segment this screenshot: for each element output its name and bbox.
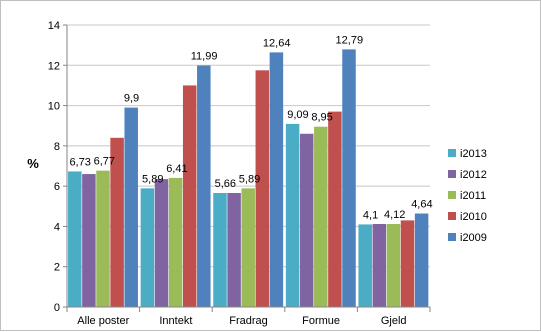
- bar-i2009-gjeld: [414, 213, 429, 307]
- legend-label-i2010: i2010: [460, 211, 487, 223]
- bar-i2010-alle-poster: [110, 137, 124, 307]
- bar-i2010-formue: [328, 111, 342, 307]
- data-label: 6,73: [69, 156, 90, 168]
- legend-swatch-i2009: [448, 233, 456, 241]
- x-tick-label: Fradrag: [229, 315, 268, 327]
- data-label: 11,99: [191, 50, 218, 62]
- bar-i2013-formue: [285, 123, 300, 307]
- bar-i2009-alle-poster: [124, 107, 138, 307]
- y-tick-label: 10: [48, 101, 60, 113]
- y-tick-label: 2: [54, 262, 60, 274]
- y-tick-label: 6: [54, 181, 60, 193]
- bar-i2009-formue: [342, 49, 356, 307]
- bar-i2010-fradrag: [255, 70, 270, 307]
- data-label: 9,09: [287, 109, 308, 121]
- data-label: 9,9: [124, 93, 139, 105]
- bar-i2013-fradrag: [213, 192, 227, 307]
- bar-i2012-alle-poster: [82, 174, 96, 307]
- bar-i2009-fradrag: [269, 52, 284, 307]
- legend-swatch-i2011: [448, 191, 456, 199]
- legend-swatch-i2010: [448, 212, 456, 220]
- bar-i2010-inntekt: [182, 85, 197, 307]
- data-label: 5,89: [142, 173, 163, 185]
- bar-i2010-gjeld: [400, 220, 415, 307]
- bar-i2013-alle-poster: [68, 171, 82, 307]
- data-label: 5,66: [215, 178, 236, 190]
- x-tick-label: Gjeld: [381, 315, 407, 327]
- bar-i2011-fradrag: [241, 188, 255, 307]
- bar-i2011-gjeld: [386, 224, 401, 307]
- data-label: 12,64: [263, 37, 291, 49]
- data-label: 8,95: [311, 112, 332, 124]
- y-axis-label: %: [27, 156, 39, 171]
- legend-label-i2009: i2009: [460, 232, 487, 244]
- bar-i2011-inntekt: [168, 177, 183, 307]
- y-axis: 0 2 4 6 8 10 12 14: [48, 20, 68, 314]
- legend-swatch-i2012: [448, 170, 456, 178]
- bar-i2012-inntekt: [154, 179, 169, 307]
- x-tick-label: Alle poster: [77, 315, 129, 327]
- data-label: 4,1: [363, 209, 378, 221]
- bar-i2009-inntekt: [197, 65, 211, 307]
- bar-i2013-gjeld: [358, 224, 372, 307]
- legend-label-i2011: i2011: [460, 190, 486, 202]
- y-tick-label: 8: [54, 141, 60, 153]
- y-tick-label: 0: [54, 302, 60, 314]
- x-tick-label: Inntekt: [159, 315, 192, 327]
- legend-label-i2012: i2012: [460, 169, 487, 181]
- y-tick-label: 4: [54, 221, 60, 233]
- legend-label-i2013: i2013: [460, 148, 487, 160]
- data-label: 4,12: [384, 209, 405, 221]
- legend: i2013 i2012 i2011 i2010 i2009: [448, 148, 487, 244]
- data-label: 6,77: [94, 156, 115, 168]
- data-label: 4,64: [411, 199, 432, 211]
- bar-i2012-gjeld: [372, 224, 387, 307]
- bar-i2012-fradrag: [227, 192, 241, 307]
- legend-swatch-i2013: [448, 149, 456, 157]
- bar-i2011-formue: [314, 126, 328, 307]
- bar-i2012-formue: [299, 133, 314, 307]
- x-axis: Alle poster Inntekt Fradrag Formue Gjeld: [66, 306, 431, 327]
- y-tick-label: 14: [48, 20, 60, 32]
- bars: [68, 49, 429, 307]
- bar-i2013-inntekt: [140, 188, 155, 307]
- x-tick-label: Formue: [302, 315, 340, 327]
- data-label: 5,89: [239, 173, 260, 185]
- bar-i2011-alle-poster: [96, 170, 110, 307]
- data-label: 6,41: [166, 163, 187, 175]
- y-tick-label: 12: [48, 60, 60, 72]
- data-label: 12,79: [336, 34, 364, 46]
